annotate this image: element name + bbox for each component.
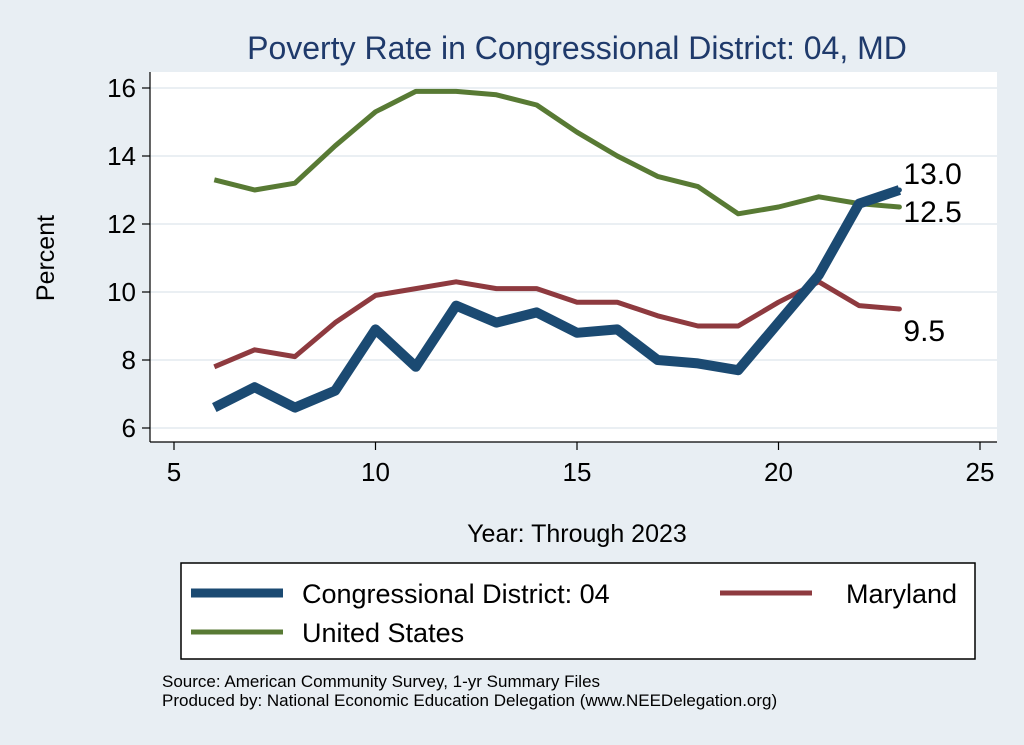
x-axis-title: Year: Through 2023 — [467, 520, 687, 548]
end-value-label: 13.0 — [903, 158, 961, 191]
end-value-label: 9.5 — [903, 315, 945, 348]
plot-area — [150, 72, 997, 442]
y-tick-label: 16 — [107, 73, 136, 103]
x-tick-label: 10 — [361, 457, 390, 487]
end-point — [896, 204, 902, 210]
end-labels: 13.0 9.5 12.5 — [896, 158, 962, 348]
end-point — [896, 187, 902, 193]
y-tick-label: 8 — [122, 345, 136, 375]
x-axis-ticks: 5 10 15 20 25 — [167, 442, 995, 487]
legend-label-maryland: Maryland — [846, 579, 957, 609]
series-line — [213, 279, 900, 370]
source-line: Source: American Community Survey, 1-yr … — [162, 672, 601, 691]
producer-line: Produced by: National Economic Education… — [162, 691, 778, 710]
end-value-label: 12.5 — [903, 196, 961, 229]
legend-label-us: United States — [302, 618, 464, 648]
legend-box — [180, 562, 976, 660]
x-tick-label: 5 — [167, 457, 181, 487]
y-axis-title: Percent — [32, 215, 60, 301]
legend: Congressional District: 04 Maryland Unit… — [180, 562, 976, 660]
x-tick-label: 15 — [563, 457, 592, 487]
series-lines — [212, 88, 901, 413]
gridlines — [150, 87, 997, 429]
y-tick-label: 10 — [107, 277, 136, 307]
y-tick-label: 12 — [107, 209, 136, 239]
y-tick-label: 14 — [107, 141, 136, 171]
series-line — [212, 185, 901, 413]
x-tick-label: 25 — [966, 457, 995, 487]
end-point — [896, 306, 902, 312]
chart-title: Poverty Rate in Congressional District: … — [247, 30, 907, 66]
legend-label-district: Congressional District: 04 — [302, 579, 610, 609]
series-line — [213, 88, 900, 217]
x-tick-label: 20 — [764, 457, 793, 487]
y-tick-label: 6 — [122, 413, 136, 443]
y-axis-ticks: 6 8 10 12 14 16 — [107, 73, 150, 443]
source-note: Source: American Community Survey, 1-yr … — [162, 672, 777, 710]
